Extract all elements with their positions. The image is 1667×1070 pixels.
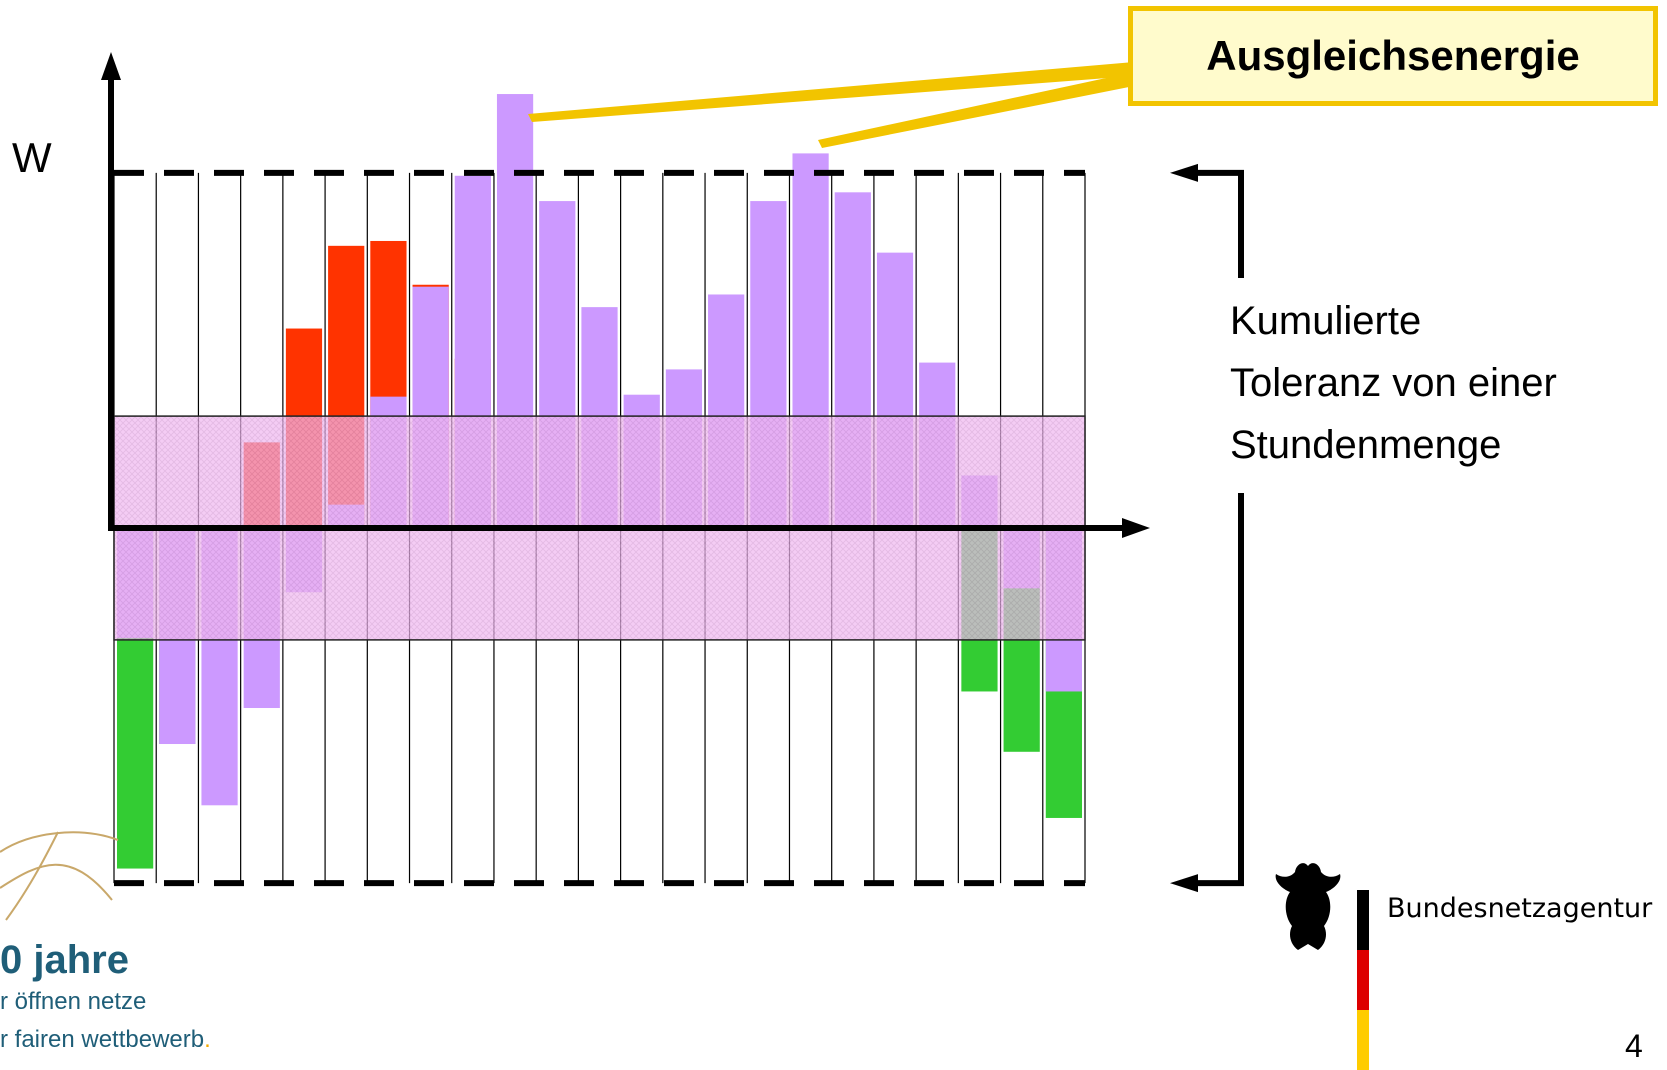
callout-pointer-1 [528, 62, 1134, 122]
flag-stripe-gold [1357, 1010, 1369, 1070]
callout-box: Ausgleichsenergie [1128, 6, 1658, 106]
bracket-lower-arrowhead [1170, 874, 1198, 893]
logo-swirl-3 [5, 831, 59, 921]
bundesnetzagentur-name: Bundesnetzagentur [1387, 893, 1653, 924]
tolerance-label-line-3: Stundenmenge [1230, 423, 1502, 467]
bracket-upper-arrowhead [1170, 163, 1198, 182]
bracket-upper [1192, 169, 1244, 278]
anniversary-logo-line-2: r fairen wettbewerb. [0, 1026, 211, 1054]
logo-swirl-2 [0, 863, 113, 901]
page-number: 4 [1625, 1028, 1643, 1064]
y-axis-arrowhead [101, 52, 121, 80]
bracket-lower [1192, 493, 1244, 887]
anniversary-logo-line-2-text: r fairen wettbewerb [0, 1026, 205, 1053]
anniversary-logo-title: 0 jahre [0, 938, 129, 982]
y-axis-label: W [12, 134, 52, 181]
flag-stripe-red [1357, 950, 1369, 1010]
tolerance-label-line-2: Toleranz von einer [1230, 361, 1557, 405]
callout-text: Ausgleichsenergie [1206, 32, 1580, 79]
tolerance-label-line-1: Kumulierte [1230, 299, 1422, 343]
tolerance-label: Kumulierte Toleranz von einer Stundenmen… [1230, 290, 1557, 476]
callout-pointer-2 [818, 72, 1134, 148]
x-axis-arrowhead [1122, 518, 1150, 538]
anniversary-logo-line-1: r öffnen netze [0, 988, 147, 1015]
flag-stripe-black [1357, 890, 1369, 950]
logo-swirl-1 [0, 831, 119, 853]
federal-eagle-icon [1275, 863, 1341, 950]
anniversary-logo-dot: . [204, 1026, 211, 1053]
